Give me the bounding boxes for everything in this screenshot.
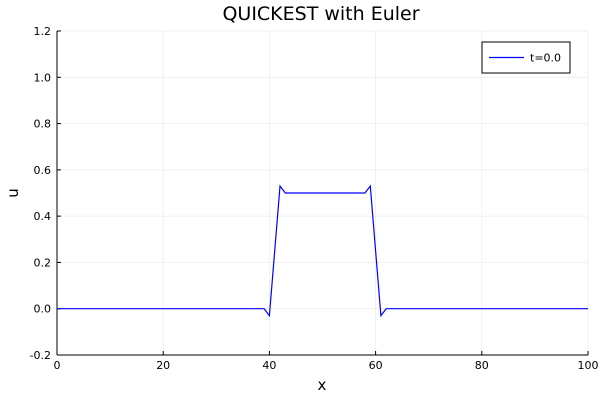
y-axis-label: u (4, 188, 22, 198)
x-tick-label: 100 (578, 359, 599, 372)
x-tick-label: 0 (54, 359, 61, 372)
y-tick-label: 0.2 (34, 256, 52, 269)
y-tick-label: 0.6 (34, 164, 52, 177)
legend: t=0.0 (481, 41, 571, 74)
x-ticks: 0 20 40 60 80 100 (54, 351, 599, 372)
x-axis-label: x (318, 376, 327, 394)
y-tick-label: 0.4 (34, 210, 52, 223)
y-tick-label: 1.2 (34, 25, 52, 38)
grid (56, 30, 589, 356)
x-tick-label: 20 (156, 359, 170, 372)
series-line-0 (57, 184, 588, 318)
y-tick-label: 0.0 (34, 303, 52, 316)
chart-title: QUICKEST with Euler (222, 3, 419, 25)
x-tick-label: 60 (369, 359, 383, 372)
y-tick-label: -0.2 (30, 349, 51, 362)
y-tick-label: 0.8 (34, 118, 52, 131)
legend-label: t=0.0 (530, 52, 561, 65)
y-ticks: -0.2 0.0 0.2 0.4 0.6 0.8 1.0 1.2 (30, 25, 61, 362)
series-group (57, 184, 588, 318)
x-tick-label: 40 (262, 359, 276, 372)
y-tick-label: 1.0 (34, 71, 52, 84)
x-tick-label: 80 (475, 359, 489, 372)
